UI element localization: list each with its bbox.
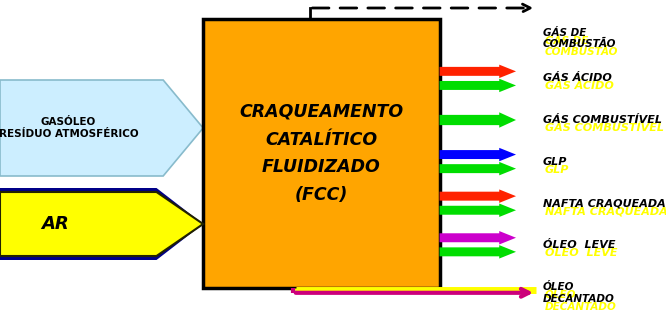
Bar	[203, 19, 440, 288]
Text: GÁS ÁCIDO: GÁS ÁCIDO	[543, 73, 611, 84]
FancyArrow shape	[440, 79, 516, 92]
FancyArrow shape	[440, 148, 516, 161]
FancyArrow shape	[440, 65, 516, 78]
Text: GÁS COMBUSTÍVEL: GÁS COMBUSTÍVEL	[545, 123, 664, 133]
FancyArrow shape	[0, 80, 203, 176]
FancyArrow shape	[440, 245, 516, 259]
Text: GÁS DE
COMBUSTÃO: GÁS DE COMBUSTÃO	[545, 36, 618, 57]
Text: GLP: GLP	[545, 164, 569, 175]
FancyArrow shape	[440, 231, 516, 244]
FancyArrow shape	[440, 189, 516, 203]
Text: GASÓLEO
RESÍDUO ATMOSFÉRICO: GASÓLEO RESÍDUO ATMOSFÉRICO	[0, 117, 139, 139]
Text: ÓLEO
DECANTADO: ÓLEO DECANTADO	[545, 290, 617, 312]
Text: ÓLEO
DECANTADO: ÓLEO DECANTADO	[543, 282, 615, 304]
FancyArrow shape	[0, 192, 203, 256]
Text: NAFTA CRAQUEADA: NAFTA CRAQUEADA	[545, 206, 666, 216]
FancyArrow shape	[440, 112, 516, 128]
Text: AR: AR	[41, 215, 69, 233]
Text: CRAQUEAMENTO
CATALÍTICO
FLUIDIZADO
(FCC): CRAQUEAMENTO CATALÍTICO FLUIDIZADO (FCC)	[239, 103, 404, 204]
Text: GLP: GLP	[543, 156, 567, 167]
Text: NAFTA CRAQUEADA: NAFTA CRAQUEADA	[543, 198, 665, 208]
Text: ÓLEO  LEVE: ÓLEO LEVE	[543, 240, 615, 250]
FancyArrow shape	[0, 188, 203, 260]
Text: GÁS DE
COMBUSTÃO: GÁS DE COMBUSTÃO	[543, 28, 616, 49]
FancyArrow shape	[440, 162, 516, 175]
Text: GÁS COMBUSTÍVEL: GÁS COMBUSTÍVEL	[543, 115, 662, 125]
Text: GÁS ÁCIDO: GÁS ÁCIDO	[545, 81, 613, 92]
Text: ÓLEO  LEVE: ÓLEO LEVE	[545, 248, 617, 258]
FancyArrow shape	[440, 204, 516, 217]
